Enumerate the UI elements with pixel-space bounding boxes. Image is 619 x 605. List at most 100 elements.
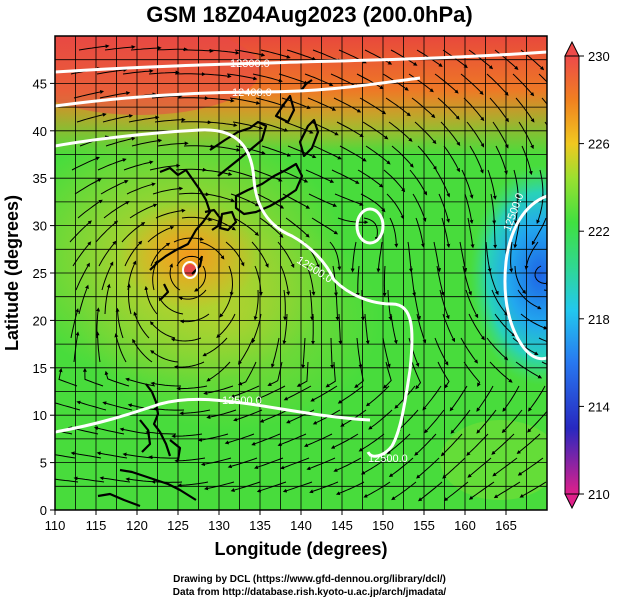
streamline: [365, 385, 390, 407]
contour-label-12500-b: 12500.0: [222, 395, 262, 407]
streamline: [541, 97, 547, 105]
streamline: [476, 385, 494, 412]
coastline-layer: [97, 79, 320, 508]
streamline: [104, 45, 136, 51]
streamline: [125, 477, 157, 483]
streamline: [391, 481, 417, 501]
streamline: [408, 337, 420, 368]
streamline: [391, 145, 414, 168]
streamline: [253, 169, 283, 182]
streamline: [259, 409, 289, 423]
y-tick-label: 0: [40, 503, 47, 518]
x-tick-label: 160: [454, 518, 476, 533]
streamline: [238, 337, 254, 365]
streamline: [390, 313, 398, 345]
streamline: [58, 368, 78, 387]
y-tick-label: 5: [40, 456, 47, 471]
colorbar-tick-label: 222: [588, 224, 610, 239]
streamline: [170, 337, 202, 342]
streamline: [460, 73, 484, 95]
streamline: [441, 217, 451, 248]
streamline: [437, 97, 460, 120]
chart-title: GSM 18Z04Aug2023 (200.0hPa): [146, 2, 473, 27]
streamline: [416, 313, 427, 344]
streamline: [144, 285, 158, 315]
streamline: [209, 145, 241, 152]
streamline: [534, 265, 547, 286]
streamline: [98, 240, 117, 267]
streamline: [492, 457, 518, 477]
streamline: [443, 481, 469, 502]
streamline: [355, 265, 360, 297]
x-tick-label: 125: [167, 518, 189, 533]
streamline: [306, 457, 336, 471]
streamline: [354, 361, 364, 389]
streamline: [122, 452, 154, 459]
streamline: [334, 193, 364, 206]
streamline: [283, 289, 288, 321]
streamline: [410, 265, 417, 297]
streamline: [468, 481, 495, 500]
streamline: [151, 94, 183, 99]
streamline: [177, 481, 209, 488]
streamline: [517, 457, 544, 476]
streamline: [230, 193, 260, 207]
streamline: [360, 193, 386, 213]
streamline: [310, 121, 339, 136]
streamline: [360, 290, 365, 321]
streamline: [333, 457, 362, 472]
streamline: [151, 479, 183, 484]
streamline: [439, 289, 450, 320]
streamline: [55, 478, 79, 483]
streamline: [460, 337, 479, 364]
streamline: [256, 193, 285, 209]
streamline: [252, 73, 283, 83]
streamline: [433, 241, 441, 273]
colorbar-tick-label: 210: [588, 487, 610, 502]
streamline: [104, 370, 130, 387]
streamline: [235, 145, 266, 155]
streamline: [524, 241, 539, 270]
streamline: [306, 265, 316, 296]
streamline: [101, 261, 114, 291]
streamline: [233, 217, 260, 236]
x-tick-label: 165: [495, 518, 517, 533]
streamline: [254, 457, 284, 469]
streamline: [468, 49, 494, 70]
streamline: [389, 217, 399, 248]
streamline: [414, 433, 437, 456]
streamline: [376, 241, 383, 273]
streamline: [100, 180, 129, 195]
streamline: [257, 385, 286, 400]
streamline: [55, 454, 76, 459]
streamline: [364, 313, 370, 345]
x-axis-ticks: 110 115 120 125 130 135 140 145 150 155 160 165: [45, 510, 517, 533]
streamline: [416, 457, 440, 479]
streamline: [335, 289, 340, 321]
streamline: [176, 255, 203, 267]
streamline: [282, 313, 288, 345]
streamline: [121, 221, 146, 243]
streamline: [132, 338, 153, 363]
streamline: [363, 481, 391, 498]
streamline: [301, 337, 306, 369]
streamline: [154, 117, 186, 123]
streamline: [365, 145, 391, 165]
streamline: [150, 242, 171, 267]
streamline: [203, 385, 234, 395]
streamline: [434, 337, 449, 366]
streamline: [339, 145, 367, 162]
streamline: [509, 241, 514, 273]
streamline: [76, 400, 107, 411]
streamline: [73, 476, 105, 483]
streamline: [538, 337, 547, 343]
x-tick-label: 140: [290, 518, 312, 533]
streamline: [70, 451, 102, 459]
streamline: [147, 226, 175, 243]
streamline: [207, 217, 236, 231]
streamline: [284, 121, 314, 134]
streamline: [126, 283, 132, 315]
streamline: [461, 169, 474, 199]
streamline: [449, 385, 468, 412]
